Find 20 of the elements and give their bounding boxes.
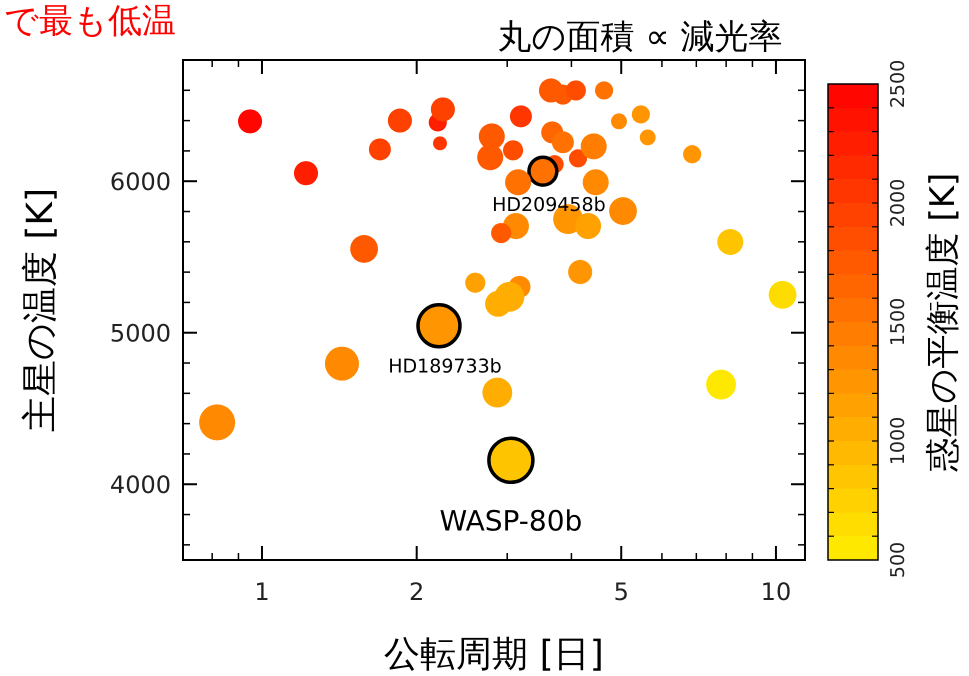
y-axis-title: 主星の温度 [K]: [20, 188, 61, 432]
annotation: HD209458b: [492, 194, 606, 216]
annotation: WASP-80b: [439, 504, 582, 538]
y-tick-label: 6000: [110, 168, 171, 196]
color-bar-label: 1000: [887, 416, 909, 466]
color-bar-title: 惑星の平衡温度 [K]: [923, 172, 963, 472]
y-tick-label: 5000: [110, 320, 171, 348]
color-bar-label: 1500: [887, 298, 909, 346]
x-tick-label: 1: [254, 578, 270, 606]
x-tick-label: 10: [760, 578, 792, 606]
chart-title: 丸の面積 ∝ 減光率: [498, 17, 782, 57]
x-tick-label: 2: [409, 578, 424, 606]
text: で最も低温: [4, 1, 176, 41]
color-bar-label: 2500: [887, 60, 909, 108]
color-bar-label: 500: [887, 542, 909, 578]
y-tick-label: 4000: [110, 471, 171, 500]
color-bar-label: 2000: [887, 178, 909, 228]
x-tick-label: 5: [614, 578, 629, 606]
annotation: HD189733b: [388, 356, 502, 378]
x-axis-title: 公転周期 [日]: [384, 634, 604, 675]
